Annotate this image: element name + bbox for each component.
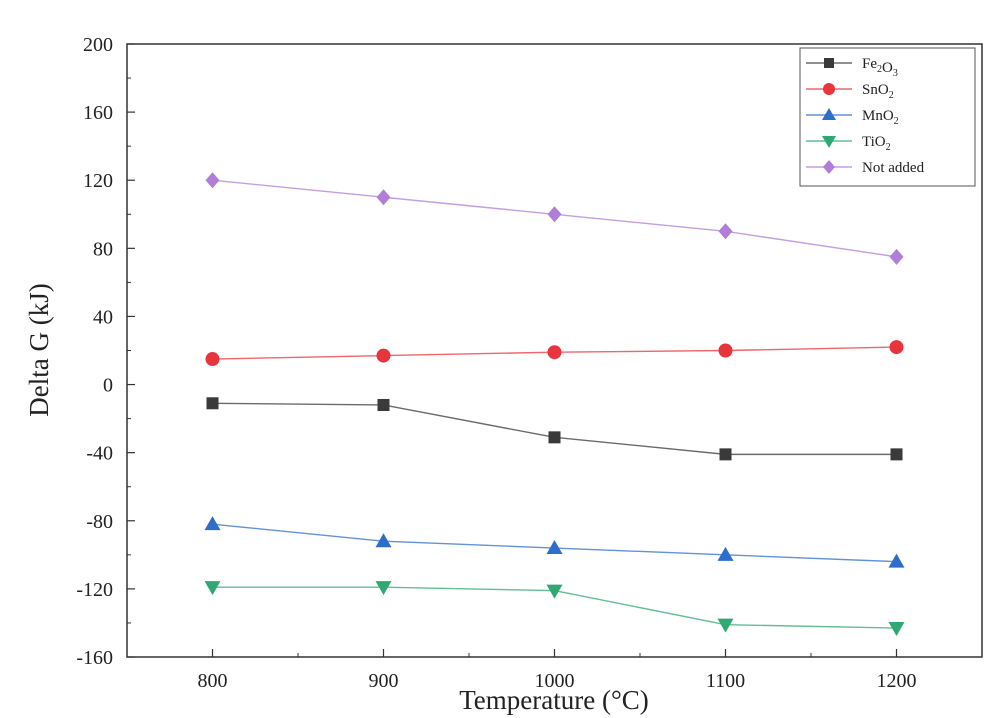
- y-axis: -160 -120 -80 -40 0 40 80 120 160 200: [76, 34, 135, 669]
- legend-label-part: SnO: [862, 82, 889, 98]
- x-axis: 800 900 1000 1100 1200: [198, 649, 917, 692]
- y-tick-label: 120: [83, 170, 113, 192]
- legend-label: Not added: [862, 160, 925, 176]
- data-point: [375, 581, 392, 596]
- legend-label-part: O: [882, 60, 893, 76]
- data-point: [205, 352, 220, 367]
- legend-item-3: TiO2: [806, 134, 891, 153]
- legend-label-part: Fe: [862, 56, 877, 72]
- legend-label-part: MnO: [862, 108, 894, 124]
- series-2: [204, 516, 905, 568]
- y-tick-label: -80: [86, 511, 113, 533]
- y-tick-label: -160: [76, 647, 113, 669]
- legend-item-1: SnO2: [806, 82, 894, 101]
- legend-label-subscript: 2: [877, 64, 882, 75]
- data-point: [719, 448, 732, 461]
- legend-label-subscript: 2: [894, 116, 899, 127]
- x-tick-label: 1200: [877, 670, 917, 692]
- legend-label-part: TiO: [862, 134, 886, 150]
- legend-marker: [823, 83, 835, 95]
- series-1: [205, 340, 904, 367]
- legend-label: TiO2: [862, 134, 891, 153]
- series-3: [204, 581, 905, 637]
- data-point: [718, 223, 733, 240]
- series-4: [205, 172, 904, 265]
- y-axis-title: Delta G (kJ): [24, 283, 54, 416]
- legend-item-2: MnO2: [806, 108, 899, 127]
- data-point: [718, 343, 733, 358]
- y-tick-label: -40: [86, 443, 113, 465]
- data-point: [888, 553, 905, 568]
- data-point: [376, 189, 391, 206]
- data-point: [376, 348, 391, 363]
- legend-marker: [822, 136, 836, 148]
- legend-marker: [824, 58, 834, 68]
- data-point: [890, 448, 903, 461]
- x-tick-label: 1000: [535, 670, 575, 692]
- legend-item-0: Fe2O3: [806, 56, 898, 79]
- legend-label: MnO2: [862, 108, 899, 127]
- data-point: [547, 206, 562, 223]
- x-tick-label: 900: [369, 670, 399, 692]
- legend-label-subscript: 3: [893, 68, 898, 79]
- y-tick-label: 160: [83, 102, 113, 124]
- data-point: [546, 540, 563, 555]
- data-point: [377, 398, 390, 411]
- series-0: [206, 397, 903, 461]
- legend-label-subscript: 2: [889, 90, 894, 101]
- x-tick-label: 1100: [706, 670, 745, 692]
- y-tick-label: 80: [93, 238, 113, 260]
- data-point: [717, 618, 734, 633]
- legend-label: Fe2O3: [862, 56, 898, 79]
- data-point: [548, 431, 561, 444]
- series-layer: [204, 172, 905, 637]
- data-point: [547, 345, 562, 360]
- legend-marker: [822, 108, 836, 120]
- data-point: [204, 581, 221, 596]
- y-tick-label: 40: [93, 306, 113, 328]
- legend-marker: [823, 160, 835, 174]
- data-point: [204, 516, 221, 531]
- data-point: [889, 340, 904, 355]
- data-point: [206, 397, 219, 410]
- data-point: [717, 546, 734, 561]
- data-point: [375, 533, 392, 548]
- x-tick-label: 800: [198, 670, 228, 692]
- data-point: [546, 584, 563, 599]
- data-point: [205, 172, 220, 189]
- y-tick-label: -120: [76, 579, 113, 601]
- legend-label-part: Not added: [862, 160, 925, 176]
- legend-label: SnO2: [862, 82, 894, 101]
- y-tick-label: 200: [83, 34, 113, 56]
- legend-item-4: Not added: [806, 160, 925, 176]
- data-point: [889, 248, 904, 265]
- x-axis-title: Temperature (°C): [459, 685, 649, 715]
- data-point: [888, 622, 905, 637]
- legend-label-subscript: 2: [886, 142, 891, 153]
- y-tick-label: 0: [103, 375, 113, 397]
